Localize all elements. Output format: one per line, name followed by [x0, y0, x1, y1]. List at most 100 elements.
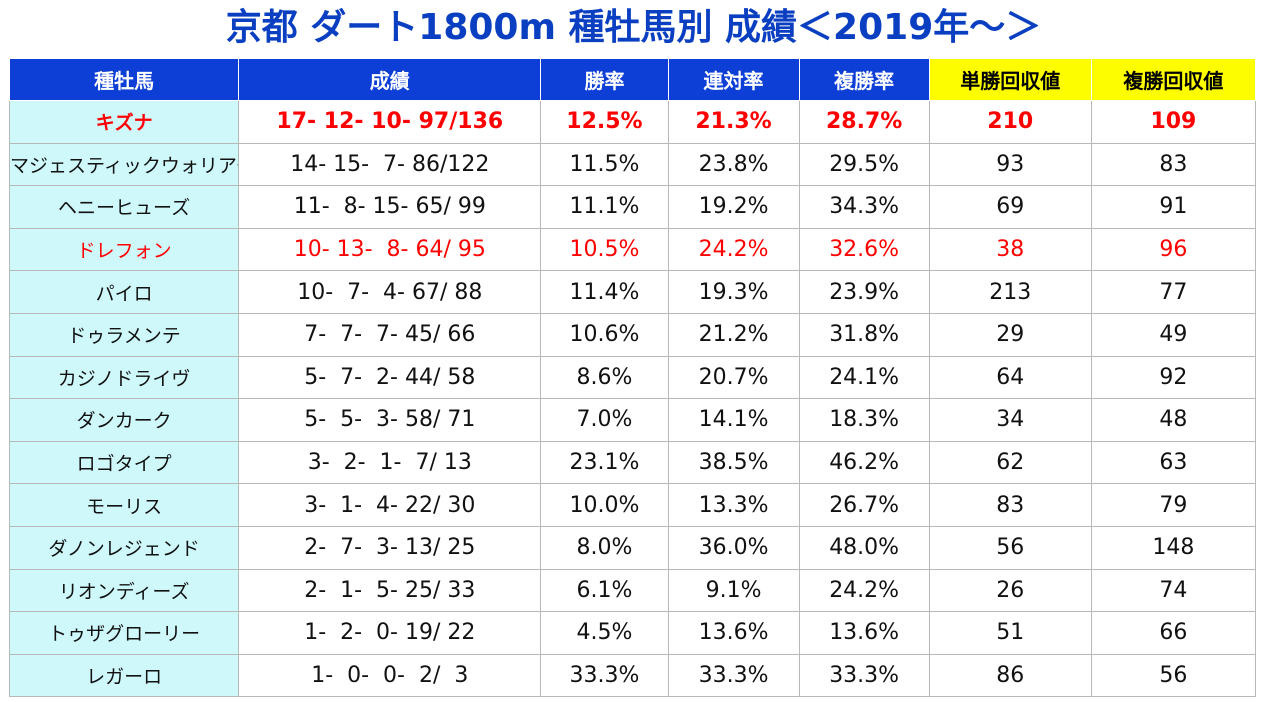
sire-name-cell: レガーロ — [8, 653, 240, 698]
table-row: リオンディーズ 2- 1- 5- 25/ 33 6.1% 9.1% 24.2% 26 74 — [8, 568, 1257, 613]
sire-name-cell: ヘニーヒューズ — [8, 185, 240, 229]
win-roi-cell: 29 — [928, 312, 1092, 357]
quinella-rate-cell: 19.2% — [667, 185, 800, 229]
win-rate-cell: 8.6% — [540, 355, 669, 400]
quinella-rate-cell: 24.2% — [667, 227, 800, 272]
table-row: パイロ 10- 7- 4- 67/ 88 11.4% 19.3% 23.9% 213 77 — [8, 270, 1257, 314]
place-rate-cell: 29.5% — [798, 142, 930, 187]
win-roi-cell: 56 — [928, 525, 1092, 570]
column-header-place-roi: 複勝回収値 — [1090, 58, 1257, 101]
place-roi-cell: 92 — [1090, 355, 1257, 400]
table-row: ダノンレジェンド 2- 7- 3- 13/ 25 8.0% 36.0% 48.0% 56 1… — [8, 525, 1257, 570]
place-roi-cell: 109 — [1090, 100, 1257, 144]
record-cell: 7- 7- 7- 45/ 66 — [238, 312, 542, 357]
win-rate-cell: 11.5% — [540, 142, 669, 187]
place-roi-cell: 79 — [1090, 483, 1257, 527]
quinella-rate-cell: 13.6% — [667, 611, 800, 655]
place-rate-cell: 28.7% — [798, 100, 930, 144]
win-roi-cell: 26 — [928, 568, 1092, 613]
place-roi-cell: 96 — [1090, 227, 1257, 272]
table-row: トゥザグローリー 1- 2- 0- 19/ 22 4.5% 13.6% 13.6% 51 6… — [8, 611, 1257, 655]
place-rate-cell: 18.3% — [798, 398, 930, 442]
sire-name-cell: カジノドライヴ — [8, 355, 240, 400]
win-roi-cell: 64 — [928, 355, 1092, 400]
win-roi-cell: 38 — [928, 227, 1092, 272]
table-row: ロゴタイプ 3- 2- 1- 7/ 13 23.1% 38.5% 46.2% 62 63 — [8, 440, 1257, 485]
record-cell: 10- 13- 8- 64/ 95 — [238, 227, 542, 272]
place-rate-cell: 34.3% — [798, 185, 930, 229]
quinella-rate-cell: 33.3% — [667, 653, 800, 698]
sire-name-cell: トゥザグローリー — [8, 611, 240, 655]
place-roi-cell: 66 — [1090, 611, 1257, 655]
table-row: ヘニーヒューズ 11- 8- 15- 65/ 99 11.1% 19.2% 34.3% 6… — [8, 185, 1257, 229]
record-cell: 10- 7- 4- 67/ 88 — [238, 270, 542, 314]
record-cell: 3- 1- 4- 22/ 30 — [238, 483, 542, 527]
place-rate-cell: 24.2% — [798, 568, 930, 613]
table-header-row: 種牡馬 成績 勝率 連対率 複勝率 単勝回収値 複勝回収値 — [8, 58, 1257, 101]
place-rate-cell: 23.9% — [798, 270, 930, 314]
table-row: マジェスティックウォリアー 14- 15- 7- 86/122 11.5% 23.8%… — [8, 142, 1257, 187]
column-header-sire: 種牡馬 — [8, 58, 240, 101]
table-row: カジノドライヴ 5- 7- 2- 44/ 58 8.6% 20.7% 24.1% 64 92 — [8, 355, 1257, 400]
place-roi-cell: 148 — [1090, 525, 1257, 570]
win-roi-cell: 213 — [928, 270, 1092, 314]
column-header-place-rate: 複勝率 — [798, 58, 930, 101]
place-rate-cell: 46.2% — [798, 440, 930, 485]
win-roi-cell: 83 — [928, 483, 1092, 527]
sire-name-cell: ドゥラメンテ — [8, 312, 240, 357]
quinella-rate-cell: 36.0% — [667, 525, 800, 570]
quinella-rate-cell: 19.3% — [667, 270, 800, 314]
record-cell: 11- 8- 15- 65/ 99 — [238, 185, 542, 229]
sire-name-cell: モーリス — [8, 483, 240, 527]
record-cell: 2- 1- 5- 25/ 33 — [238, 568, 542, 613]
record-cell: 5- 7- 2- 44/ 58 — [238, 355, 542, 400]
page-title: 京都 ダート1800m 種牡馬別 成績＜2019年～＞ — [225, 7, 1042, 48]
place-rate-cell: 13.6% — [798, 611, 930, 655]
quinella-rate-cell: 38.5% — [667, 440, 800, 485]
record-cell: 2- 7- 3- 13/ 25 — [238, 525, 542, 570]
sire-name-cell: キズナ — [8, 100, 240, 144]
win-rate-cell: 8.0% — [540, 525, 669, 570]
win-rate-cell: 11.4% — [540, 270, 669, 314]
quinella-rate-cell: 23.8% — [667, 142, 800, 187]
record-cell: 14- 15- 7- 86/122 — [238, 142, 542, 187]
win-rate-cell: 10.0% — [540, 483, 669, 527]
quinella-rate-cell: 21.2% — [667, 312, 800, 357]
win-rate-cell: 10.5% — [540, 227, 669, 272]
place-roi-cell: 63 — [1090, 440, 1257, 485]
column-header-record: 成績 — [238, 58, 542, 101]
win-rate-cell: 12.5% — [540, 100, 669, 144]
win-roi-cell: 62 — [928, 440, 1092, 485]
table-row: ダンカーク 5- 5- 3- 58/ 71 7.0% 14.1% 18.3% 34 48 — [8, 398, 1257, 442]
win-rate-cell: 33.3% — [540, 653, 669, 698]
record-cell: 1- 0- 0- 2/ 3 — [238, 653, 542, 698]
table-body: キズナ 17- 12- 10- 97/136 12.5% 21.3% 28.7% 210 1… — [8, 100, 1257, 698]
win-rate-cell: 4.5% — [540, 611, 669, 655]
sire-stats-table: 種牡馬 成績 勝率 連対率 複勝率 単勝回収値 複勝回収値 キズナ 17- 12-… — [8, 58, 1257, 698]
quinella-rate-cell: 20.7% — [667, 355, 800, 400]
win-rate-cell: 10.6% — [540, 312, 669, 357]
win-rate-cell: 6.1% — [540, 568, 669, 613]
place-rate-cell: 26.7% — [798, 483, 930, 527]
sire-name-cell: ロゴタイプ — [8, 440, 240, 485]
win-roi-cell: 210 — [928, 100, 1092, 144]
win-roi-cell: 34 — [928, 398, 1092, 442]
place-rate-cell: 31.8% — [798, 312, 930, 357]
place-rate-cell: 24.1% — [798, 355, 930, 400]
place-roi-cell: 77 — [1090, 270, 1257, 314]
win-rate-cell: 7.0% — [540, 398, 669, 442]
win-roi-cell: 51 — [928, 611, 1092, 655]
sire-name-cell: ドレフォン — [8, 227, 240, 272]
place-roi-cell: 91 — [1090, 185, 1257, 229]
sire-name-cell: マジェスティックウォリアー — [8, 142, 240, 187]
win-roi-cell: 69 — [928, 185, 1092, 229]
quinella-rate-cell: 21.3% — [667, 100, 800, 144]
place-roi-cell: 56 — [1090, 653, 1257, 698]
quinella-rate-cell: 9.1% — [667, 568, 800, 613]
record-cell: 1- 2- 0- 19/ 22 — [238, 611, 542, 655]
quinella-rate-cell: 13.3% — [667, 483, 800, 527]
sire-name-cell: リオンディーズ — [8, 568, 240, 613]
record-cell: 17- 12- 10- 97/136 — [238, 100, 542, 144]
win-roi-cell: 93 — [928, 142, 1092, 187]
record-cell: 5- 5- 3- 58/ 71 — [238, 398, 542, 442]
